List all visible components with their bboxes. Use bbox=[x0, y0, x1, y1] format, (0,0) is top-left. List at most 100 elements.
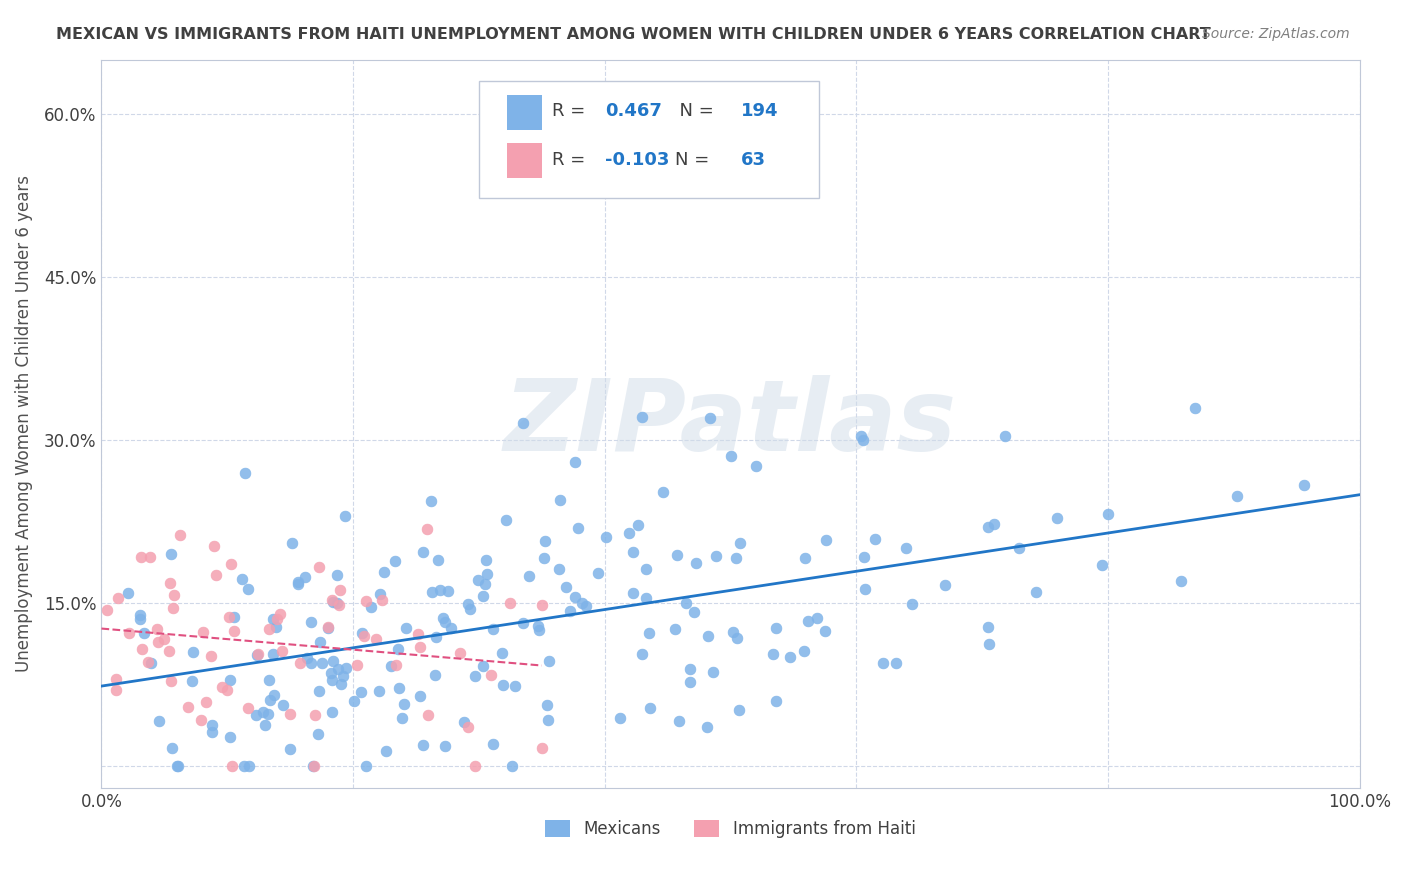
Point bbox=[492, 678, 515, 692]
Point bbox=[853, 549, 876, 564]
Point bbox=[853, 582, 876, 596]
Point bbox=[211, 680, 233, 694]
Point bbox=[299, 656, 322, 670]
Point bbox=[419, 494, 441, 508]
Point bbox=[533, 550, 555, 565]
Point bbox=[162, 600, 184, 615]
Point bbox=[621, 585, 644, 599]
Point bbox=[387, 642, 409, 657]
Point bbox=[278, 742, 301, 756]
Point bbox=[548, 562, 571, 576]
Point bbox=[634, 562, 657, 576]
Point bbox=[153, 632, 176, 646]
Point bbox=[353, 629, 375, 643]
Point bbox=[129, 607, 152, 622]
Point bbox=[595, 530, 617, 544]
Text: N =: N = bbox=[675, 152, 716, 169]
Point bbox=[321, 665, 343, 680]
Point bbox=[301, 759, 323, 773]
Point bbox=[526, 618, 548, 632]
Text: N =: N = bbox=[668, 103, 718, 120]
Point bbox=[499, 596, 522, 610]
Y-axis label: Unemployment Among Women with Children Under 6 years: Unemployment Among Women with Children U… bbox=[15, 175, 32, 673]
Point bbox=[679, 663, 702, 677]
Point bbox=[1091, 558, 1114, 573]
Point bbox=[901, 598, 924, 612]
Point bbox=[364, 632, 387, 646]
Point bbox=[280, 707, 302, 722]
Point bbox=[384, 554, 406, 568]
Point bbox=[219, 557, 242, 571]
Point bbox=[440, 621, 463, 635]
Point bbox=[148, 714, 170, 728]
Point bbox=[299, 615, 322, 629]
Point bbox=[560, 604, 582, 618]
Point bbox=[200, 649, 222, 664]
Text: Source: ZipAtlas.com: Source: ZipAtlas.com bbox=[1202, 27, 1350, 41]
Point bbox=[238, 759, 260, 773]
Point bbox=[333, 509, 356, 524]
Point bbox=[449, 647, 471, 661]
Point bbox=[423, 668, 446, 682]
Point bbox=[491, 646, 513, 660]
Point bbox=[567, 521, 589, 535]
Point bbox=[433, 615, 456, 630]
Point bbox=[495, 513, 517, 527]
Point bbox=[432, 611, 454, 625]
Point bbox=[852, 433, 875, 447]
Point bbox=[458, 602, 481, 616]
Point bbox=[308, 683, 330, 698]
Point bbox=[181, 674, 204, 689]
Point bbox=[664, 622, 686, 636]
Point bbox=[472, 590, 495, 604]
Text: 194: 194 bbox=[741, 103, 778, 120]
Point bbox=[233, 467, 256, 481]
Point bbox=[983, 516, 1005, 531]
Point bbox=[321, 593, 343, 607]
Point bbox=[388, 681, 411, 695]
Point bbox=[1184, 401, 1206, 415]
Point bbox=[191, 625, 214, 640]
Text: 0.467: 0.467 bbox=[605, 103, 662, 120]
Point bbox=[262, 612, 284, 626]
Point bbox=[1170, 574, 1192, 588]
Point bbox=[105, 683, 128, 698]
Point bbox=[475, 553, 498, 567]
Text: -0.103: -0.103 bbox=[605, 152, 669, 169]
Point bbox=[195, 695, 218, 709]
Point bbox=[1097, 507, 1119, 521]
Point bbox=[177, 700, 200, 714]
Point bbox=[1292, 478, 1315, 492]
Point bbox=[253, 718, 276, 732]
Point bbox=[288, 657, 311, 671]
Point bbox=[479, 668, 502, 682]
Point bbox=[371, 593, 394, 607]
Point bbox=[537, 713, 560, 727]
Point bbox=[934, 578, 956, 592]
Point bbox=[530, 740, 553, 755]
Point bbox=[328, 598, 350, 612]
Point bbox=[696, 720, 718, 734]
Point bbox=[202, 539, 225, 553]
Point bbox=[609, 711, 631, 725]
Point bbox=[467, 573, 489, 587]
Point bbox=[505, 680, 527, 694]
Point bbox=[129, 612, 152, 626]
Point bbox=[517, 569, 540, 583]
Point bbox=[416, 708, 439, 723]
Point bbox=[537, 654, 560, 668]
Point bbox=[236, 582, 259, 596]
Point bbox=[222, 624, 245, 639]
Point bbox=[224, 610, 246, 624]
Point bbox=[409, 689, 432, 703]
Point bbox=[482, 738, 505, 752]
Point bbox=[245, 708, 267, 723]
Bar bbox=[506, 95, 541, 129]
Point bbox=[316, 620, 339, 634]
Point bbox=[271, 644, 294, 658]
Point bbox=[304, 708, 326, 723]
Point bbox=[627, 517, 650, 532]
Point bbox=[409, 640, 432, 655]
Point bbox=[761, 647, 783, 661]
Point bbox=[118, 626, 141, 640]
